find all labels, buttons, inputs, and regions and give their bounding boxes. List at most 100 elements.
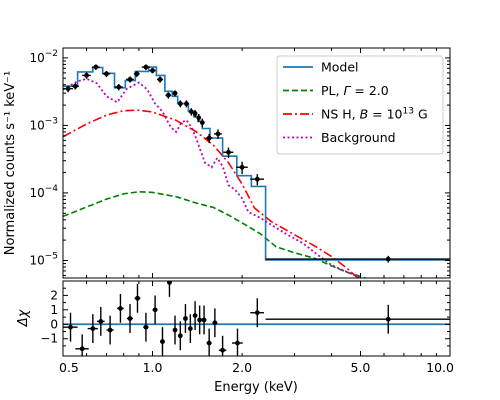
residual-data-point <box>75 334 89 356</box>
spectrum-data-marker <box>172 90 178 96</box>
spectrum-data-point <box>102 70 111 78</box>
spectrum-data-point <box>133 70 140 78</box>
legend-label-model: Model <box>321 60 359 75</box>
residual-y-axis-label: Δχ <box>16 308 31 327</box>
residual-data-marker <box>177 333 183 339</box>
y-tick-label: 10−4 <box>29 184 58 200</box>
residual-data-marker <box>187 326 193 331</box>
residual-data-marker <box>135 295 140 301</box>
y-tick-label-exponent: −4 <box>45 184 59 194</box>
residual-y-tick-label: −1 <box>40 332 58 346</box>
spectrum-data-point <box>199 118 205 128</box>
legend-label-part: Γ <box>343 83 351 98</box>
residual-data-point <box>232 328 243 356</box>
residual-data-point <box>126 304 134 333</box>
spectrum-data-marker <box>150 68 155 73</box>
residual-data-point <box>212 308 218 338</box>
spectrum-data-point <box>223 147 234 158</box>
y-tick-label-exponent: −2 <box>45 49 58 59</box>
spectrum-data-point <box>91 64 100 71</box>
residual-data-marker <box>254 310 260 316</box>
spectrum-data-marker <box>127 76 133 82</box>
legend-label-bkg: Background <box>321 130 396 145</box>
spectrum-data-point <box>172 90 178 97</box>
residual-data-point <box>96 306 105 336</box>
spectrum-data-point <box>214 129 222 139</box>
residual-data-point <box>206 328 212 356</box>
spectrum-data-marker <box>134 71 140 77</box>
residual-data-marker <box>90 326 96 331</box>
legend: Model PL, Γ = 2.0 NS H, B = 1013 G Backgrou… <box>276 55 444 155</box>
residual-data-point <box>265 304 450 334</box>
spectrum-panel-frame <box>62 47 451 279</box>
residual-data-point <box>160 327 165 356</box>
y-tick-label: 10−2 <box>29 49 58 65</box>
series-line-pl <box>63 190 366 278</box>
legend-label-part: PL, <box>321 83 343 98</box>
residual-data-point <box>106 315 114 345</box>
spectrum-data-marker <box>116 84 122 90</box>
x-tick-label: 2.0 <box>232 360 252 375</box>
spectrum-data-marker <box>72 83 78 89</box>
x-tick-label: 1.0 <box>143 360 163 375</box>
spectrum-data-marker <box>177 101 183 107</box>
spectrum-data-point <box>205 133 213 143</box>
model-step-line <box>63 66 450 261</box>
residual-data-marker <box>167 281 172 285</box>
spectrum-data-marker <box>199 120 205 126</box>
residual-y-tick-label: 1 <box>50 303 58 317</box>
spectrum-data-point <box>141 64 150 71</box>
residual-data-point <box>152 295 158 325</box>
residual-data-marker <box>220 347 226 353</box>
spectrum-data-point <box>177 100 183 108</box>
spectrum-data-point <box>196 113 202 123</box>
spectrum-data-marker <box>104 71 109 77</box>
residual-data-marker <box>192 313 198 319</box>
spectrum-data-point <box>236 161 248 175</box>
residual-data-marker <box>201 317 207 323</box>
residual-data-point <box>197 305 203 335</box>
x-axis-label: Energy (keV) <box>214 380 298 395</box>
spectrum-data-point <box>63 85 73 93</box>
spectrum-data-point <box>265 255 450 263</box>
spectrum-data-marker <box>65 86 71 92</box>
legend-label-part: G <box>414 107 428 122</box>
legend-label-part: = 2.0 <box>350 83 388 98</box>
residual-data-marker <box>79 346 85 352</box>
spectrum-data-marker <box>226 149 231 155</box>
residual-y-tick-label: 2 <box>50 288 58 302</box>
residual-data-point <box>134 283 141 313</box>
residual-data-marker <box>172 327 178 333</box>
spectrum-data-marker <box>165 92 171 98</box>
spectrum-data-marker <box>188 109 194 115</box>
legend-label-nsh: NS H, B = 1013 G <box>321 107 428 122</box>
spectrum-data-point <box>188 108 194 116</box>
legend-frame <box>276 55 444 155</box>
spectrum-data-point <box>184 100 189 108</box>
residual-data-marker <box>127 316 133 321</box>
residual-data-point <box>167 281 172 297</box>
residual-data-marker <box>235 340 240 346</box>
spectrum-data-point <box>156 76 164 83</box>
residual-data-marker <box>98 318 104 324</box>
spectrum-data-marker <box>192 111 198 116</box>
y-tick-label-base: 10 <box>29 51 44 65</box>
residual-data-marker <box>143 324 149 330</box>
residual-data-point <box>172 315 178 345</box>
spectrum-data-marker <box>239 164 245 170</box>
residual-data-point <box>250 298 265 328</box>
residual-data-point <box>177 321 183 351</box>
spectrum-data-marker <box>206 135 212 141</box>
residual-data-marker <box>197 317 203 323</box>
spectrum-data-marker <box>157 76 163 82</box>
residual-data-marker <box>107 327 113 333</box>
residual-data-marker <box>118 306 123 311</box>
spectrum-data-marker <box>215 131 221 137</box>
y-tick-label-exponent: −5 <box>45 251 58 261</box>
spectrum-data-point <box>149 67 156 74</box>
residual-y-tick-label: 0 <box>50 317 58 331</box>
spectrum-data-marker <box>93 64 99 70</box>
spectrum-data-marker <box>143 64 149 70</box>
residual-data-point <box>63 312 78 342</box>
